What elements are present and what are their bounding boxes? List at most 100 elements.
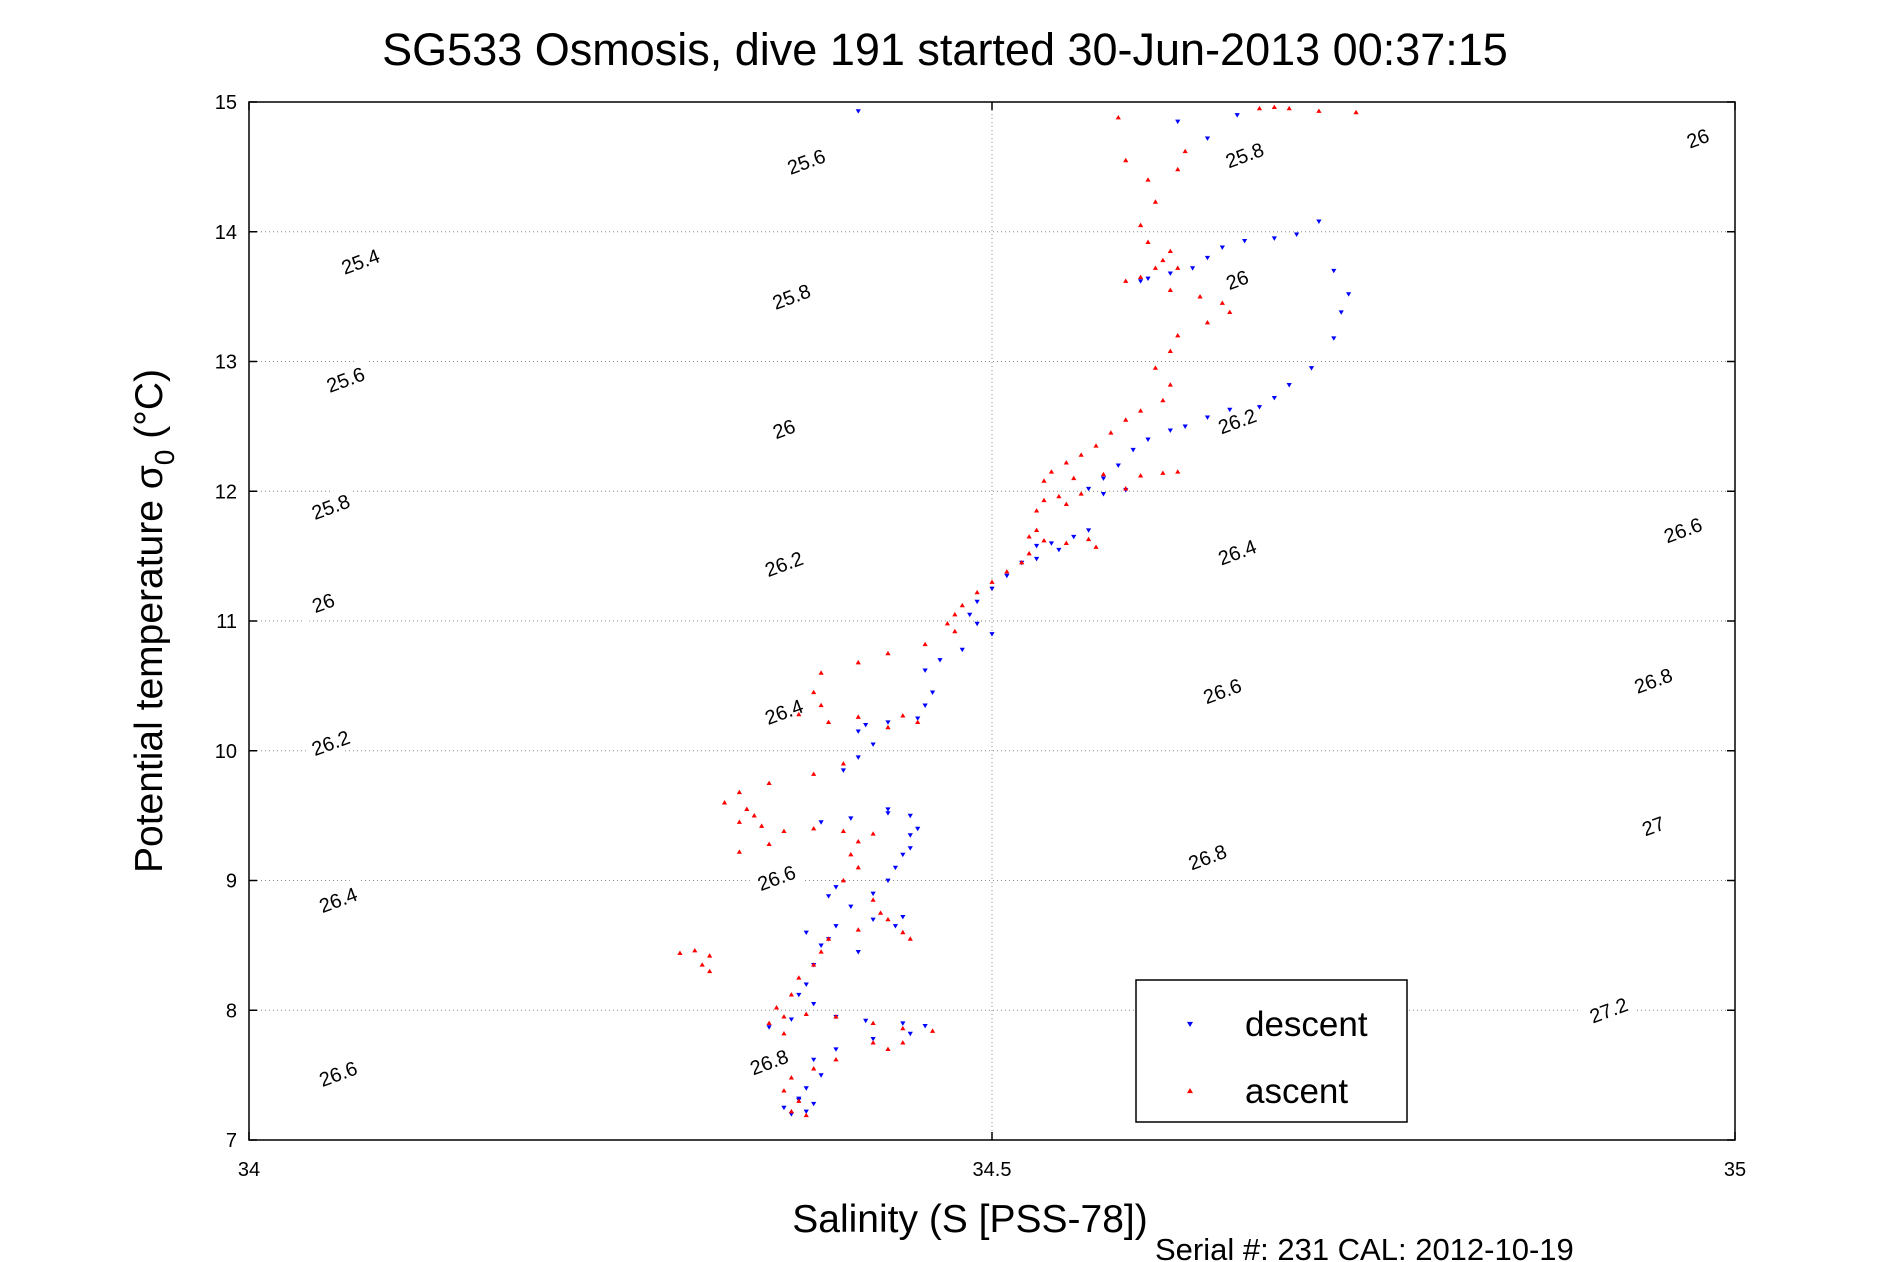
descent-point <box>1271 236 1277 241</box>
descent-point <box>1204 415 1211 420</box>
descent-point <box>848 904 854 910</box>
descent-point <box>1100 492 1107 497</box>
descent-point <box>892 924 899 929</box>
descent-point <box>855 755 861 760</box>
descent-point <box>929 690 936 695</box>
ascent-point <box>1108 430 1114 435</box>
ascent-point <box>855 838 861 844</box>
serial-cal-footer: Serial #: 231 CAL: 2012-10-19 <box>1155 1232 1574 1262</box>
descent-point <box>1294 232 1300 237</box>
descent-point <box>870 891 876 897</box>
y-axis-label-unit-spacer <box>128 439 171 450</box>
contour-label-bg <box>1579 988 1638 1031</box>
ascent-point <box>773 1005 780 1010</box>
ascent-point <box>855 659 861 665</box>
contour-label-bg <box>308 1051 367 1095</box>
ascent-point <box>855 927 861 932</box>
ascent-point <box>840 761 846 766</box>
ascent-point <box>1219 300 1225 305</box>
descent-point <box>1190 266 1196 271</box>
descent-point <box>1167 271 1173 276</box>
legend-box <box>1135 979 1408 1123</box>
ascent-point <box>1041 497 1047 503</box>
ascent-point <box>1175 265 1181 270</box>
ascent-point <box>811 1066 817 1071</box>
ascent-point <box>870 897 876 902</box>
ascent-point <box>759 823 765 828</box>
y-axis-label-subscript: 0 <box>149 450 180 466</box>
ascent-point <box>1026 534 1032 539</box>
contour-label-bg <box>1207 530 1266 573</box>
ascent-point <box>1063 501 1069 507</box>
ascent-point <box>811 689 817 695</box>
descent-series <box>766 109 1352 1117</box>
descent-point <box>959 647 965 653</box>
ascent-point <box>1138 222 1144 228</box>
descent-point <box>915 826 921 832</box>
descent-point <box>900 915 906 920</box>
contour-label-bg <box>301 484 360 528</box>
ascent-point <box>1138 408 1144 413</box>
descent-point <box>922 1024 928 1029</box>
ascent-point <box>944 620 951 626</box>
ascent-point <box>929 1028 936 1033</box>
ascent-point <box>1063 460 1069 465</box>
ascent-point <box>885 724 891 730</box>
ascent-point <box>1138 274 1144 279</box>
ascent-point <box>1152 265 1159 270</box>
descent-point <box>788 1112 794 1117</box>
y-ticks: 7 8 9 10 11 12 13 14 15 <box>215 92 1735 1152</box>
descent-point <box>1056 547 1062 553</box>
ascent-point <box>870 1020 876 1026</box>
ascent-point <box>1048 469 1055 474</box>
descent-point <box>1033 556 1040 562</box>
contour-label-bg <box>331 239 390 282</box>
descent-point <box>825 894 832 899</box>
descent-point <box>1219 245 1225 250</box>
ascent-point <box>907 936 913 941</box>
descent-point <box>803 1109 809 1115</box>
ascent-point <box>1123 417 1129 422</box>
y-tick-label: 10 <box>215 741 237 763</box>
ascent-point <box>855 714 861 719</box>
ascent-point <box>803 1011 809 1016</box>
contour-label-bg <box>747 855 806 899</box>
ascent-point <box>1175 332 1181 338</box>
ascent-point <box>1152 365 1159 370</box>
ascent-point <box>788 992 794 997</box>
ascent-point <box>736 849 742 854</box>
descent-point <box>1048 541 1055 546</box>
descent-point <box>833 1047 839 1052</box>
descent-point <box>922 703 928 708</box>
ascent-point <box>1227 309 1233 315</box>
descent-point <box>892 865 899 871</box>
descent-point <box>811 1001 817 1007</box>
y-tick-label: 7 <box>226 1130 237 1152</box>
ascent-point <box>736 789 742 795</box>
ascent-point <box>855 864 861 870</box>
ascent-point <box>1115 114 1121 120</box>
ascent-point <box>900 713 906 718</box>
descent-point <box>1338 310 1344 315</box>
descent-point <box>1004 573 1010 579</box>
descent-point <box>818 1073 824 1078</box>
contour-label-bg <box>308 877 367 921</box>
descent-point <box>803 982 809 987</box>
ascent-point <box>1152 199 1159 204</box>
ascent-point <box>1167 348 1173 353</box>
contour-label-bg <box>301 720 360 764</box>
ascent-point <box>833 1056 839 1062</box>
ascent-point <box>1204 319 1211 325</box>
x-ticks: 34 34.5 35 <box>238 102 1746 1181</box>
ascent-point <box>1123 278 1129 283</box>
descent-point <box>989 586 995 592</box>
descent-point <box>855 729 861 734</box>
descent-point <box>1227 407 1233 413</box>
ascent-point <box>840 828 846 834</box>
y-axis-label: Potential temperature σ0 (°C) <box>128 369 180 873</box>
ascent-point <box>1271 104 1277 110</box>
ascent-point <box>796 1098 802 1103</box>
ascent-point <box>989 579 995 584</box>
ascent-point <box>1197 294 1203 299</box>
